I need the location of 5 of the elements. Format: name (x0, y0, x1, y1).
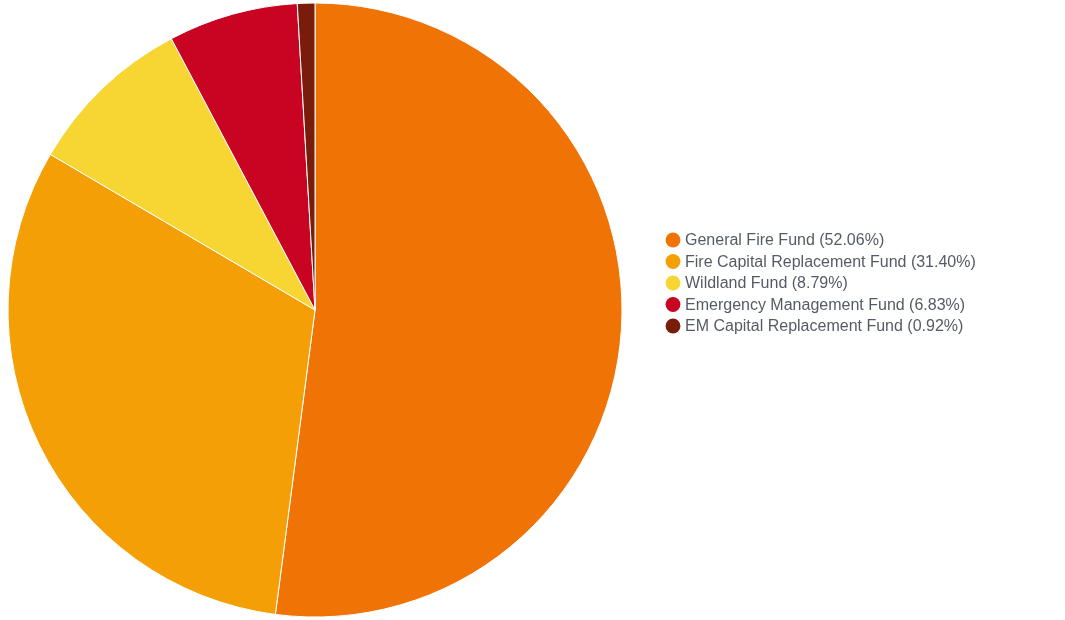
legend-label: EM Capital Replacement Fund (0.92%) (685, 317, 964, 334)
legend-label: Fire Capital Replacement Fund (31.40%) (685, 252, 976, 270)
legend-label: Emergency Management Fund (6.83%) (685, 295, 966, 313)
legend-label: Wildland Fund (8.79%) (685, 274, 848, 291)
legend-label: General Fire Fund (52.06%) (685, 231, 885, 248)
